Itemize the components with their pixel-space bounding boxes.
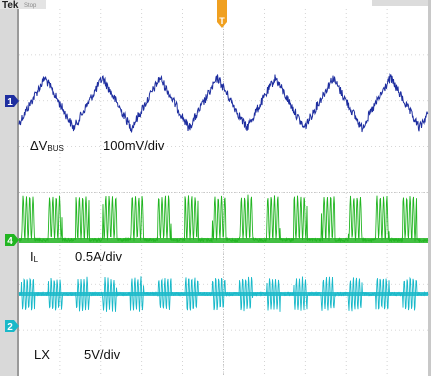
channel-4-marker: 4 xyxy=(5,234,19,247)
scale-label-vbus: 100mV/div xyxy=(103,138,165,153)
series-label-lx: LX xyxy=(34,347,50,362)
scale-label-il: 0.5A/div xyxy=(75,249,122,264)
run-state-label: Stop xyxy=(24,3,37,9)
channel-markers: 1 4 2 xyxy=(5,95,19,333)
channel-4-number: 4 xyxy=(7,236,13,247)
channel-2-marker: 2 xyxy=(5,320,19,333)
vbus-name: ΔV xyxy=(30,138,48,153)
right-border xyxy=(428,0,431,376)
channel-2-number: 2 xyxy=(7,322,13,333)
scale-label-lx: 5V/div xyxy=(84,347,121,362)
trace-lx xyxy=(18,276,429,312)
trace-il-baseline xyxy=(19,238,428,243)
channel-1-number: 1 xyxy=(7,97,13,108)
tek-label: Tek xyxy=(2,0,19,11)
svg-text:T: T xyxy=(219,16,225,26)
il-subscript: L xyxy=(33,255,39,264)
channel-1-marker: 1 xyxy=(5,95,19,108)
series-label-il: IL xyxy=(30,249,38,264)
il-name: I xyxy=(30,249,34,264)
trigger-marker: T xyxy=(217,0,227,28)
vbus-subscript: BUS xyxy=(47,144,64,153)
left-marker-bar xyxy=(0,0,17,376)
trace-vbus xyxy=(18,73,429,133)
status-bar-right xyxy=(372,0,428,6)
series-label-vbus: ΔVBUS xyxy=(30,138,64,153)
status-bar-left xyxy=(0,0,46,9)
traces xyxy=(18,73,429,312)
trace-il xyxy=(18,194,429,244)
